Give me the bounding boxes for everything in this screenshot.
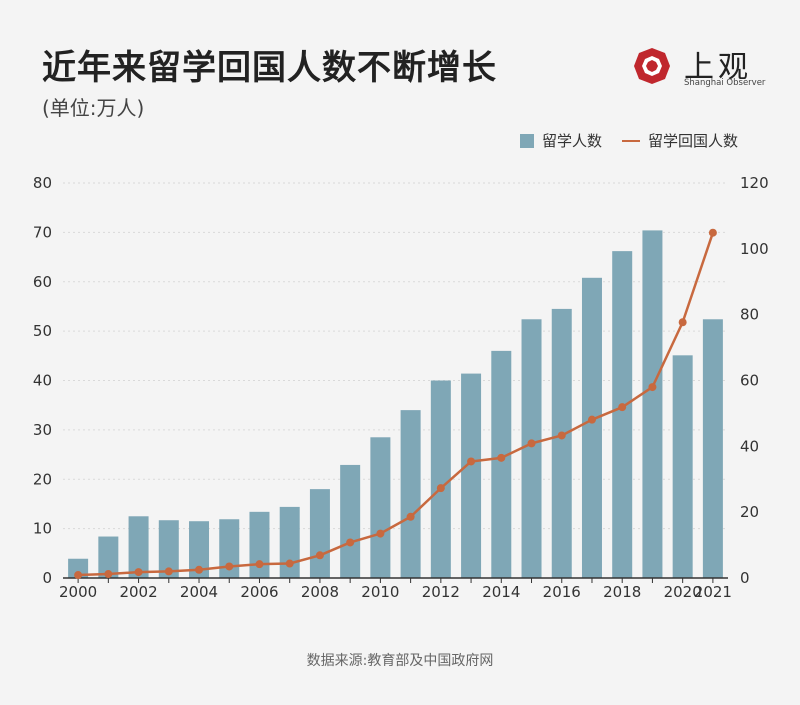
line-point [164,567,173,576]
y-left-tick-label: 50 [33,322,52,340]
line-point [678,318,687,327]
bar [642,230,663,578]
line-point [285,559,294,568]
bar [158,520,179,578]
logo-icon [634,48,670,84]
y-left-tick-label: 40 [33,372,52,390]
x-tick-label: 2021 [694,583,732,601]
bar [672,355,693,578]
source-note: 数据来源:教育部及中国政府网 [306,653,494,669]
line-point [134,568,143,577]
line-point [406,512,415,521]
line-point [74,571,83,580]
bar [491,350,512,578]
y-right-tick-label: 120 [740,174,769,192]
bar [430,380,451,578]
bar [370,437,391,578]
unit-label: (单位:万人) [42,96,145,120]
bar [340,464,361,578]
line-point [255,560,264,569]
y-left-tick-label: 30 [33,421,52,439]
legend-line-label: 留学回国人数 [648,132,739,150]
bar [309,489,330,578]
bar [400,410,421,578]
x-tick-label: 2002 [119,583,157,601]
line-path [78,232,715,577]
legend-bar-label: 留学人数 [542,132,603,150]
x-tick-label: 2018 [603,583,641,601]
legend-bar-swatch [520,133,534,148]
bar [461,373,482,578]
y-right-tick-label: 0 [740,569,750,587]
bar [98,536,119,578]
x-tick-label: 2008 [301,583,339,601]
x-tick-label: 2000 [59,583,97,601]
line-point [346,538,355,547]
bar [702,319,723,578]
x-tick-label: 2010 [361,583,399,601]
bar [189,521,210,578]
line-point [648,383,657,392]
line-point [195,565,204,574]
x-tick-label: 2014 [482,583,520,601]
line-point [527,439,536,448]
bar [279,506,300,578]
line-point [104,570,113,579]
y-right-tick-label: 100 [740,240,769,258]
chart-title: 近年来留学回国人数不断增长 [42,48,497,88]
y-left-tick-label: 20 [33,470,52,488]
line-point [587,415,596,424]
bar [128,516,149,578]
y-left-tick-label: 70 [33,223,52,241]
bar [68,558,89,578]
bar-series [68,230,723,578]
x-tick-label: 2004 [180,583,218,601]
legend: 留学人数 留学回国人数 [520,130,738,151]
y-left-tick-label: 0 [42,569,52,587]
x-tick-label: 2016 [543,583,581,601]
line-point [557,431,566,440]
line-point [618,403,627,412]
logo: 上观 Shanghai Observer [632,42,792,92]
legend-line-swatch [622,139,641,142]
bar [249,511,270,578]
bar [551,308,572,578]
y-left-tick-label: 60 [33,273,52,291]
line-series [74,228,717,580]
bar [581,277,602,578]
line-point [708,228,717,237]
y-left-tick-label: 80 [33,174,52,192]
line-point [376,529,385,538]
y-left-tick-label: 10 [33,520,52,538]
logo-text: 上观 [684,50,752,85]
y-right-tick-label: 60 [740,372,759,390]
bar [521,319,542,578]
tick-labels: 0 10 20 30 40 50 60 70 80 0 20 40 60 80 100 120 2000 2002… [33,174,769,601]
x-tick-label: 2020 [664,583,702,601]
bar [612,251,633,578]
y-right-tick-label: 40 [740,437,759,455]
y-right-tick-label: 20 [740,503,759,521]
line-point [497,453,506,462]
y-right-tick-label: 80 [740,306,759,324]
line-point [315,551,324,560]
x-tick-label: 2006 [240,583,278,601]
logo-subtitle: Shanghai Observer [684,78,766,88]
line-point [225,562,234,571]
bar [219,519,240,578]
x-tick-label: 2012 [422,583,460,601]
line-point [467,457,476,466]
line-point [436,484,445,493]
